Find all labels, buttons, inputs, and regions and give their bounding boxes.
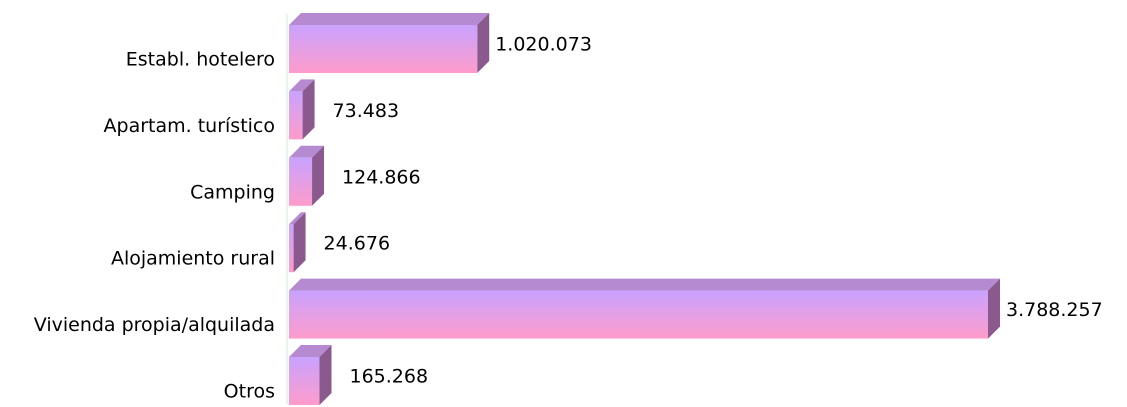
bar-side	[312, 145, 325, 206]
category-label: Camping	[190, 181, 275, 203]
bar-top	[289, 145, 325, 158]
category-label: Alojamiento rural	[111, 248, 275, 270]
bar	[289, 25, 478, 73]
value-label: 124.866	[342, 166, 421, 188]
bar	[289, 290, 988, 339]
bar-top	[289, 212, 306, 225]
category-label: Establ. hotelero	[126, 49, 275, 71]
bar-side	[477, 13, 490, 73]
bar	[289, 157, 313, 206]
bar	[289, 357, 320, 405]
value-label: 24.676	[324, 233, 390, 255]
value-label: 1.020.073	[495, 34, 592, 56]
bar	[289, 91, 303, 140]
bar-top	[289, 79, 315, 92]
bar-top	[289, 345, 332, 357]
bar-top	[289, 278, 1000, 291]
category-label: Apartam. turístico	[104, 115, 275, 137]
bar-side	[988, 278, 1000, 339]
value-label: 165.268	[349, 366, 428, 388]
bar-side	[319, 345, 332, 405]
category-label: Vivienda propia/alquilada	[34, 314, 275, 336]
value-label: 73.483	[333, 100, 399, 122]
bar	[289, 224, 294, 273]
value-label: 3.788.257	[1006, 299, 1103, 321]
bar-top	[289, 13, 490, 25]
bar-side	[302, 79, 315, 140]
bar-side	[293, 212, 306, 273]
category-label: Otros	[224, 381, 275, 403]
